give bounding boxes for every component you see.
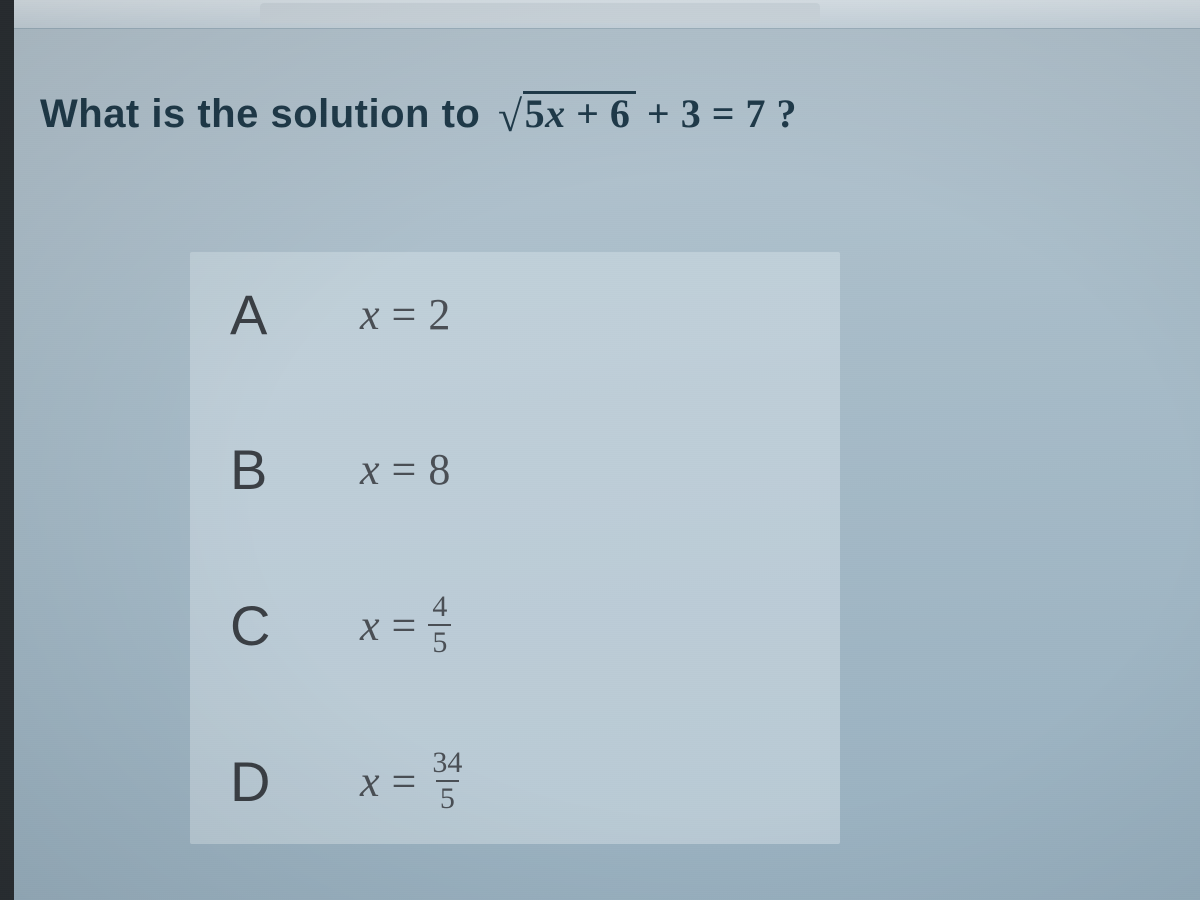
radicand-coeff: 5 [525,91,546,136]
question-after-sqrt: + 3 = 7 ? [647,91,797,136]
option-d[interactable]: D x = 34 5 [230,748,800,814]
radical-icon: √ [498,92,523,141]
option-expression: x = 4 5 [360,592,451,658]
fraction: 34 5 [428,748,466,814]
option-c[interactable]: C x = 4 5 [230,592,800,658]
radicand-plus: + 6 [566,91,631,136]
equals-sign: = [392,444,417,495]
sqrt-expression: √5x + 6 [492,90,636,142]
question-prefix: What is the solution to [40,92,492,136]
quiz-page: What is the solution to √5x + 6 + 3 = 7 … [0,0,1200,900]
option-b[interactable]: B x = 8 [230,437,800,502]
option-a[interactable]: A x = 2 [230,282,800,347]
radicand: 5x + 6 [523,91,637,134]
option-letter: D [230,749,290,814]
equals-sign: = [392,289,417,340]
left-bezel [0,0,14,900]
var-x: x [360,444,380,495]
answer-panel: A x = 2 B x = 8 C x = [190,252,840,844]
address-bar-placeholder [260,3,820,23]
option-value: 2 [428,289,450,340]
question-text: What is the solution to √5x + 6 + 3 = 7 … [40,90,1160,142]
question-math: √5x + 6 + 3 = 7 ? [492,91,797,136]
fraction-denominator: 5 [428,624,451,658]
radicand-var: x [545,91,566,136]
option-expression: x = 2 [360,289,450,340]
fraction-numerator: 4 [428,592,451,624]
option-letter: A [230,282,290,347]
option-letter: C [230,593,290,658]
equals-sign: = [392,756,417,807]
equals-sign: = [392,600,417,651]
fraction-numerator: 34 [428,748,466,780]
var-x: x [360,756,380,807]
fraction-denominator: 5 [436,780,459,814]
option-letter: B [230,437,290,502]
content-area: What is the solution to √5x + 6 + 3 = 7 … [40,90,1160,844]
window-top-strip [0,0,1200,29]
option-expression: x = 8 [360,444,450,495]
option-value: 8 [428,444,450,495]
var-x: x [360,289,380,340]
fraction: 4 5 [428,592,451,658]
option-expression: x = 34 5 [360,748,466,814]
var-x: x [360,600,380,651]
